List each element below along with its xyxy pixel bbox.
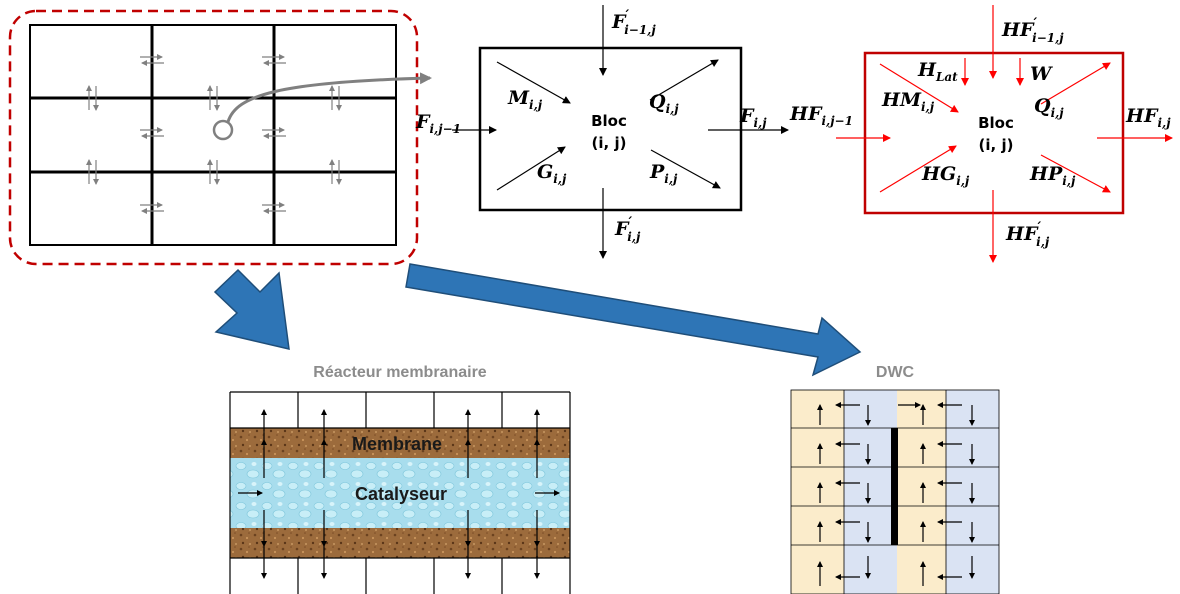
enthalpy-bloc-line2: (i, j) (979, 136, 1014, 154)
label-HM: HMi,j (881, 89, 935, 114)
grid-vertical-flow-arrows (86, 85, 342, 185)
membrane-reactor: Réacteur membranaire (229, 364, 571, 594)
label-HF-left: HFi,j−1 (789, 103, 853, 128)
label-HF-top: HF′ i−1,j (1001, 16, 1064, 45)
label-P: Pi,j (649, 161, 678, 186)
membrane-label: Membrane (352, 434, 442, 454)
arrow-HG (879, 145, 957, 193)
mass-block: Bloc (i, j) F′ i−1,j Fi,j−1 Fi,j F′ i,j Mi… (415, 5, 789, 259)
membrane-layer-bottom (230, 528, 570, 558)
label-Q: Qi,j (649, 91, 679, 116)
label-HF-right: HFi,j (1125, 105, 1171, 130)
label-HP: HPi,j (1029, 163, 1076, 188)
membrane-layer-top (230, 428, 570, 458)
catalyst-layer (230, 458, 570, 528)
reactor-flow-arrows (238, 409, 560, 579)
arrow-G (496, 146, 566, 191)
mass-bloc-line2: (i, j) (592, 134, 627, 152)
blue-arrows (213, 263, 862, 377)
arrow-M (496, 61, 571, 104)
label-F-right: Fi,j (739, 105, 767, 130)
enthalpy-block: Bloc (i, j) HF′ i−1,j HFi,j−1 HFi,j HF′ i,… (789, 5, 1173, 263)
dwc-title: DWC (876, 364, 915, 381)
zoom-circle (212, 119, 234, 141)
dwc-column: DWC (790, 364, 1000, 594)
blue-arrow-to-dwc (405, 263, 862, 377)
label-HQ: Qi,j (1034, 95, 1064, 120)
blue-arrow-to-reactor (213, 268, 290, 350)
grid-lines (29, 24, 397, 246)
enthalpy-block-box (863, 51, 1125, 215)
label-F-left: Fi,j−1 (415, 111, 461, 136)
label-G: Gi,j (537, 161, 567, 186)
dwc-dividing-wall (891, 428, 898, 545)
arrow-P (650, 149, 721, 189)
label-W: W (1030, 63, 1053, 85)
label-HG: HGi,j (921, 163, 970, 188)
mass-bloc-line1: Bloc (591, 112, 627, 130)
dwc-flow-arrows (817, 402, 975, 586)
catalyst-label: Catalyseur (355, 484, 447, 504)
grid-dashed-outline (8, 9, 419, 266)
enthalpy-bloc-line1: Bloc (978, 114, 1014, 132)
label-M: Mi,j (507, 87, 543, 112)
zoom-curved-arrow (226, 72, 432, 123)
label-F-bottom: F′ i,j (614, 215, 641, 244)
label-HF-bottom: HF′ i,j (1005, 220, 1050, 249)
arrow-HQ (1040, 62, 1111, 105)
reactor-title: Réacteur membranaire (313, 364, 487, 381)
grid-horizontal-flow-arrows (140, 54, 286, 214)
arrow-HP (1040, 154, 1111, 193)
grid-module (8, 9, 432, 266)
arrow-HM (879, 63, 959, 113)
label-HLat: HLat (917, 59, 958, 84)
label-F-top: F′ i−1,j (611, 8, 656, 37)
arrow-Q (649, 59, 719, 101)
mass-block-box (478, 46, 743, 212)
